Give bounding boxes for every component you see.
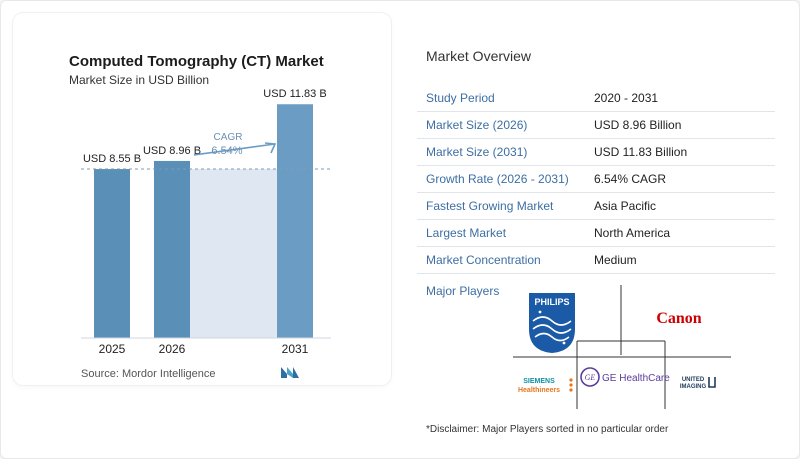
overview-key: Growth Rate (2026 - 2031) [426, 172, 569, 186]
category-label-2025: 2025 [99, 342, 126, 356]
source-name: Mordor Intelligence [121, 368, 216, 380]
value-label-2031: USD 11.83 B [263, 88, 326, 100]
bar-2025 [94, 169, 130, 338]
chart-subtitle: Market Size in USD Billion [69, 73, 210, 87]
source-label: Source: [81, 368, 119, 380]
cagr-arrow [193, 143, 276, 156]
ge-healthcare-text: GE HealthCare [602, 373, 670, 384]
overview-value: USD 8.96 Billion [594, 118, 682, 132]
united-text: UNITED [682, 377, 705, 383]
value-label-2026: USD 8.96 B [143, 145, 201, 157]
major-players-label: Major Players [426, 284, 500, 298]
united-imaging-icon [708, 377, 716, 388]
ge-healthcare-logo: GE GE HealthCare [580, 367, 670, 387]
overview-value: USD 11.83 Billion [594, 145, 688, 159]
overview-row: Fastest Growing Market Asia Pacific [417, 193, 775, 220]
value-label-2025: USD 8.55 B [83, 153, 141, 165]
bar-2031 [277, 104, 313, 338]
ge-monogram-icon [580, 367, 600, 387]
overview-row: Study Period 2020 - 2031 [417, 85, 775, 112]
imaging-text: IMAGING [680, 384, 707, 390]
canon-logo: Canon [656, 310, 701, 327]
overview-table: Study Period 2020 - 2031 Market Size (202… [417, 85, 775, 274]
overview-row: Growth Rate (2026 - 2031) 6.54% CAGR [417, 166, 775, 193]
overview-row: Market Size (2031) USD 11.83 Billion [417, 139, 775, 166]
cagr-label: CAGR [214, 132, 243, 143]
philips-text: PHILIPS [534, 297, 569, 307]
overview-value: North America [594, 226, 671, 240]
overview-key: Market Size (2026) [426, 118, 528, 132]
overview-value: Asia Pacific [594, 199, 657, 213]
overview-key: Largest Market [426, 226, 507, 240]
philips-logo: PHILIPS [529, 293, 575, 353]
mordor-logo-icon [281, 367, 299, 378]
bar-chart: USD 8.55 B 2025 USD 8.96 B 2026 USD 11.83 B 2… [81, 88, 331, 356]
bar-2026 [154, 160, 190, 338]
overview-key: Fastest Growing Market [426, 199, 554, 213]
source-text: Source: Mordor Intelligence [81, 368, 216, 380]
overview-row: Market Size (2026) USD 8.96 Billion [417, 112, 775, 139]
cagr-value: 6.54% [211, 145, 242, 157]
category-label-2031: 2031 [282, 342, 309, 356]
overview-value: 2020 - 2031 [594, 91, 659, 105]
overview-row: Market Concentration Medium [417, 247, 775, 274]
overview-title: Market Overview [426, 48, 532, 64]
overview-row: Largest Market North America [417, 220, 775, 247]
major-players-logos: PHILIPS Canon SIEMENS Healthineers GE GE… [513, 285, 731, 409]
category-label-2026: 2026 [159, 342, 186, 356]
cagr-arrowhead [264, 142, 277, 154]
overview-key: Study Period [426, 91, 495, 105]
siemens-text: SIEMENS [523, 378, 555, 385]
healthineers-text: Healthineers [518, 387, 560, 394]
growth-band [190, 169, 277, 338]
united-imaging-logo: UNITED IMAGING [680, 377, 716, 390]
disclaimer: *Disclaimer: Major Players sorted in no … [426, 424, 669, 435]
siemens-healthineers-logo: SIEMENS Healthineers [518, 378, 573, 394]
overview-value: 6.54% CAGR [594, 172, 667, 186]
chart-title: Computed Tomography (CT) Market [69, 53, 324, 70]
overview-key: Market Concentration [426, 253, 541, 267]
ge-mark-text: GE [585, 373, 596, 382]
overview-key: Market Size (2031) [426, 145, 528, 159]
overview-value: Medium [594, 253, 637, 267]
